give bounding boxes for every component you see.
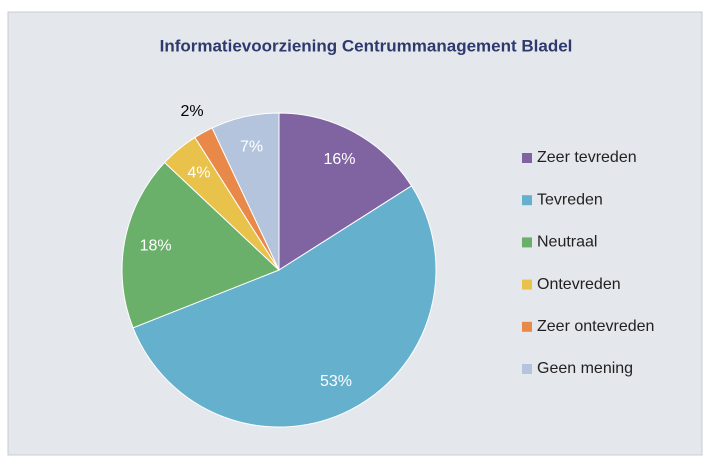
- legend-swatch: [522, 279, 532, 290]
- legend-label: Tevreden: [537, 191, 603, 208]
- data-label: 7%: [240, 139, 263, 156]
- legend-swatch: [522, 237, 532, 248]
- data-label: 16%: [323, 151, 355, 168]
- legend-label: Neutraal: [537, 234, 597, 251]
- legend-label: Zeer ontevreden: [537, 318, 654, 335]
- pie-slice: [121, 161, 280, 329]
- data-label: 4%: [187, 164, 210, 181]
- pie-slice: [278, 112, 413, 271]
- chart-title: Informatievoorziening Centrummanagement …: [160, 36, 573, 55]
- pie-slice: [132, 185, 437, 428]
- legend-label: Zeer tevreden: [537, 149, 637, 166]
- legend-swatch: [522, 321, 532, 332]
- data-label: 2%: [180, 103, 203, 120]
- data-label: 53%: [320, 373, 352, 390]
- legend-label: Ontevreden: [537, 276, 621, 293]
- data-label: 18%: [140, 238, 172, 255]
- legend-swatch: [522, 364, 532, 374]
- legend-label: Geen mening: [537, 360, 633, 377]
- legend-swatch: [522, 195, 532, 206]
- pie-slice: [211, 112, 280, 271]
- legend-swatch: [522, 153, 532, 163]
